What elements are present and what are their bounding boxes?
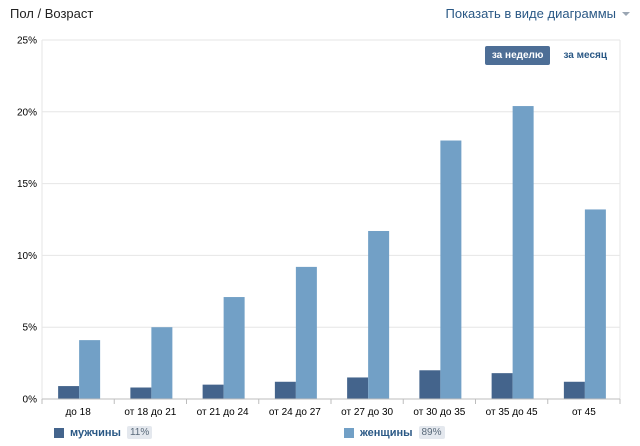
bar-women (440, 140, 462, 399)
bar-women (512, 106, 534, 399)
legend-percent-men: 11% (126, 426, 153, 439)
y-tick-label: 5% (23, 323, 38, 334)
section-title: Пол / Возраст (10, 6, 94, 21)
bar-men (274, 381, 296, 399)
show-as-diagram-link[interactable]: Показать в виде диаграммы (445, 6, 630, 21)
chart-legend: мужчины 11% женщины 89% (0, 424, 640, 444)
bar-women (151, 327, 173, 399)
show-as-diagram-label: Показать в виде диаграммы (445, 6, 617, 21)
bar-women (79, 340, 101, 399)
x-tick-label: от 35 до 45 (486, 407, 538, 418)
bar-women (295, 266, 317, 399)
bar-women (584, 209, 606, 399)
y-tick-label: 25% (17, 36, 37, 47)
bar-women (368, 230, 390, 399)
bar-men (347, 377, 369, 399)
legend-label-women: женщины (360, 426, 413, 439)
x-tick-label: от 45 (572, 407, 596, 418)
bar-men (202, 384, 224, 399)
x-tick-label: от 21 до 24 (197, 407, 249, 418)
bar-women (223, 297, 245, 399)
legend-percent-women: 89% (418, 426, 445, 439)
age-gender-bar-chart: 0% 5% 10% 15% 20% 25% до 18 от 18 до 21 от 21 до… (17, 36, 621, 418)
x-tick-label: от 30 до 35 (413, 407, 465, 418)
bar-men (130, 387, 152, 399)
bar-men (419, 370, 441, 399)
x-tick-label: от 27 до 30 (341, 407, 393, 418)
bar-men (58, 386, 80, 399)
chevron-down-icon (622, 12, 630, 16)
period-week-button[interactable]: за неделю (484, 46, 551, 65)
bar-men (563, 381, 585, 399)
x-tick-label: от 24 до 27 (269, 407, 321, 418)
y-tick-label: 15% (17, 179, 37, 190)
legend-label-men: мужчины (70, 426, 121, 439)
legend-swatch-men (54, 427, 64, 438)
y-tick-label: 20% (17, 107, 37, 118)
x-tick-label: от 18 до 21 (124, 407, 176, 418)
period-switch: за неделю за месяц (484, 46, 614, 65)
legend-item-women[interactable]: женщины 89% (344, 426, 445, 439)
x-tick-label: до 18 (65, 407, 91, 418)
legend-item-men[interactable]: мужчины 11% (54, 426, 153, 439)
period-month-button[interactable]: за месяц (563, 50, 607, 61)
legend-swatch-women (344, 427, 354, 438)
y-tick-label: 0% (23, 395, 38, 406)
bar-men (491, 373, 513, 399)
y-tick-label: 10% (17, 251, 37, 262)
